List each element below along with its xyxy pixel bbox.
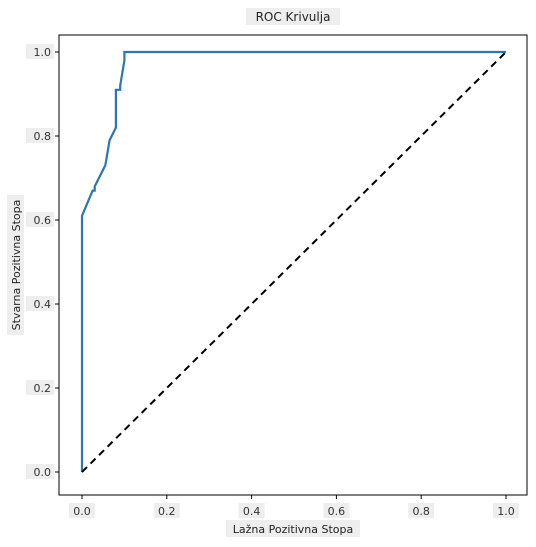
x-tick-label: 0.6 <box>328 505 346 518</box>
x-tick-label-background <box>408 503 435 518</box>
y-axis-title-group: Stvarna Pozitivna Stopa <box>7 195 24 335</box>
y-tick-label-background <box>26 128 54 143</box>
x-axis-title: Lažna Pozitivna Stopa <box>233 523 354 536</box>
plot-frame <box>58 34 528 496</box>
x-tick-label: 0.8 <box>412 505 430 518</box>
x-tick-label-background <box>69 503 95 518</box>
y-tick-label: 1.0 <box>34 46 52 59</box>
x-tick-label: 0.4 <box>243 505 261 518</box>
y-tick-label: 0.0 <box>34 466 52 479</box>
y-tick-label: 0.6 <box>34 214 52 227</box>
y-tick-label-background <box>26 464 54 479</box>
x-tick-label-background <box>153 503 180 518</box>
y-axis-title-background <box>7 195 24 335</box>
y-tick-label: 0.4 <box>34 298 52 311</box>
y-tick-label: 0.2 <box>34 382 52 395</box>
roc-curve-line <box>80 50 506 472</box>
y-tick-label: 0.8 <box>34 130 52 143</box>
x-tick-label-background <box>238 503 265 518</box>
y-tick-label-background <box>26 44 54 59</box>
chance-diagonal-line <box>81 51 507 473</box>
x-tick-label-background <box>323 503 350 518</box>
y-tick-label-background <box>26 212 54 227</box>
x-tick-label: 0.2 <box>158 505 176 518</box>
x-tick-label-background <box>493 503 519 518</box>
x-tick-label: 0.0 <box>73 505 91 518</box>
chart-title: ROC Krivulja <box>256 10 331 24</box>
y-tick-label-background <box>26 380 54 395</box>
y-axis-title: Stvarna Pozitivna Stopa <box>10 200 23 331</box>
series-layer <box>80 50 507 473</box>
x-axis-title-background <box>226 520 360 537</box>
x-tick-label: 1.0 <box>497 505 515 518</box>
axis-ticks: 0.0 0.2 0.4 0.6 0.8 1.0 0.0 0.2 0.4 0.6 0.8 1.0 <box>26 44 519 518</box>
y-tick-label-background <box>26 296 54 311</box>
chart-title-background <box>246 8 340 25</box>
